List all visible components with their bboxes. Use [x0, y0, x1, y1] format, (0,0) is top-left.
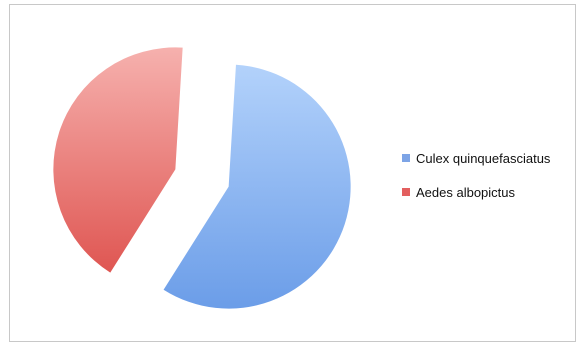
chart-legend: Culex quinquefasciatus Aedes albopictus	[402, 149, 550, 217]
pie-slice-aedes	[53, 47, 183, 273]
legend-label-aedes: Aedes albopictus	[416, 184, 516, 200]
pie-slice-culex	[163, 64, 351, 309]
legend-item-culex: Culex quinquefasciatus	[402, 149, 550, 167]
legend-swatch-culex	[402, 154, 410, 162]
legend-swatch-aedes	[402, 188, 410, 196]
legend-label-culex: Culex quinquefasciatus	[416, 150, 551, 166]
legend-item-aedes: Aedes albopictus	[402, 183, 550, 201]
